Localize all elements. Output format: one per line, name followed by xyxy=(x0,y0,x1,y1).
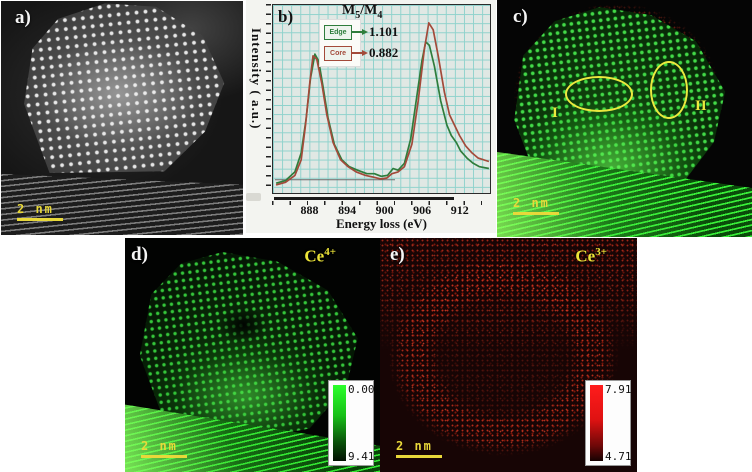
scale-bar: 2 nm xyxy=(17,202,67,221)
region-label-1: I xyxy=(552,105,558,121)
chart-title: M5/M4 xyxy=(342,3,383,21)
panel-label-d: d) xyxy=(131,244,148,265)
legend-row-edge: Edge 1.101 xyxy=(324,24,398,40)
panel-e-ce3-map: e) Ce3+ 7.91 4.71 2 nm xyxy=(380,238,637,472)
y-axis-label: Intensity ( a.u.) xyxy=(249,28,264,130)
panel-label-a: a) xyxy=(15,7,31,28)
brightness-glow xyxy=(24,3,225,174)
plot-area xyxy=(272,4,491,194)
ion-label-ce3: Ce3+ xyxy=(575,246,607,266)
region-ellipse-2 xyxy=(650,61,688,119)
axis-corner-artifact xyxy=(246,193,261,201)
colorbar-gradient xyxy=(333,385,346,461)
ion-label-ce4: Ce4+ xyxy=(304,246,336,266)
panel-a-haadf-micrograph: a) 2 nm xyxy=(1,1,243,235)
colorbar-gradient xyxy=(590,385,603,461)
panel-label-c: c) xyxy=(513,6,528,27)
legend-arrowhead xyxy=(362,50,368,56)
scale-bar-text: 2 nm xyxy=(396,439,433,453)
scale-bar: 2 nm xyxy=(396,439,446,458)
y-axis-ticks xyxy=(266,4,271,194)
panel-d-ce4-map: d) Ce4+ 0.00 9.41 2 nm xyxy=(125,238,380,472)
colorbar-min-label: 9.41 xyxy=(348,450,375,463)
x-tick-label: 912 xyxy=(450,203,469,217)
legend-lead-line xyxy=(352,31,362,33)
spectrum-curves xyxy=(274,22,490,186)
panel-label-b: b) xyxy=(278,7,294,26)
panel-b-eels-spectrum: b) M5/M4 Intensity ( a.u.) Edge 1.101 Co… xyxy=(246,0,496,233)
legend-value-core: 0.882 xyxy=(369,45,399,60)
legend-chip-edge: Edge xyxy=(324,24,352,40)
region-label-2: II xyxy=(695,98,707,114)
scale-bar-line xyxy=(513,212,559,215)
x-tick-label: 888 xyxy=(300,203,319,217)
panel-c-composite-map: I II c) 2 nm xyxy=(497,0,752,237)
scale-bar-text: 2 nm xyxy=(513,196,550,210)
scale-bar: 2 nm xyxy=(513,196,563,215)
scale-bar-line xyxy=(17,218,63,221)
scale-bar-text: 2 nm xyxy=(141,439,178,453)
x-tick-label: 906 xyxy=(413,203,432,217)
colorbar-ce4: 0.00 9.41 xyxy=(328,380,375,466)
scale-bar: 2 nm xyxy=(141,439,191,458)
x-tick-label: 900 xyxy=(375,203,394,217)
x-axis-bar xyxy=(274,197,454,200)
scale-bar-line xyxy=(396,455,442,458)
scale-bar-line xyxy=(141,455,187,458)
x-tick-label: 894 xyxy=(338,203,357,217)
dark-defect-spot xyxy=(217,305,269,345)
legend-lead-line xyxy=(352,52,362,54)
x-axis-label: Energy loss (eV) xyxy=(336,216,427,231)
colorbar-min-label: 4.71 xyxy=(605,450,632,463)
legend-row-core: Core 0.882 xyxy=(324,45,398,61)
x-axis-minor-ticks xyxy=(272,201,491,205)
scale-bar-text: 2 nm xyxy=(17,202,54,216)
panel-label-e: e) xyxy=(390,244,405,265)
nanoparticle-lattice xyxy=(24,3,225,174)
legend-chip-core: Core xyxy=(324,45,352,61)
colorbar-max-label: 0.00 xyxy=(348,383,375,396)
colorbar-max-label: 7.91 xyxy=(605,383,632,396)
colorbar-ce3: 7.91 4.71 xyxy=(585,380,632,466)
region-ellipse-1 xyxy=(565,76,633,112)
legend-value-edge: 1.101 xyxy=(369,24,399,39)
substrate-fringes xyxy=(1,173,243,235)
legend-arrowhead xyxy=(362,29,368,35)
